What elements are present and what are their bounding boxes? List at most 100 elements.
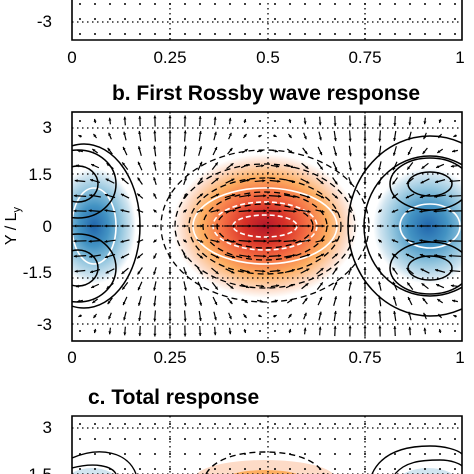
vector-arrowhead — [378, 138, 382, 142]
vector-arrowhead — [392, 281, 396, 285]
vector-arrowhead — [288, 134, 292, 139]
vector-arrowhead — [273, 134, 277, 137]
vector-arrowhead — [304, 150, 308, 155]
vector-arrowhead — [303, 312, 307, 316]
vector-dot — [424, 33, 426, 35]
vector-arrowhead — [183, 255, 187, 259]
vector-dot — [109, 438, 111, 440]
vector-arrowhead — [200, 239, 204, 243]
vector-arrowhead — [183, 209, 187, 213]
vector-arrowhead — [319, 166, 323, 170]
vector-arrowhead — [293, 209, 297, 213]
vector-dot — [139, 423, 141, 425]
vector-dot — [169, 225, 171, 227]
vector-arrowhead — [106, 163, 110, 167]
vector-arrowhead — [93, 133, 97, 138]
vector-arrowhead — [348, 281, 352, 285]
vector-arrowhead — [92, 149, 96, 152]
vector-arrowhead — [246, 270, 250, 274]
vector-arrowhead — [137, 193, 141, 197]
vector-arrowhead — [107, 147, 111, 152]
vector-arrowhead — [122, 286, 126, 290]
vector-dot — [244, 468, 246, 470]
vector-dot — [334, 423, 336, 425]
vector-arrowhead — [259, 149, 263, 153]
vector-arrowhead — [73, 254, 77, 258]
vector-arrowhead — [276, 164, 280, 168]
vector-arrowhead — [405, 224, 409, 228]
vector-arrowhead — [90, 178, 94, 182]
vector-arrowhead — [183, 224, 187, 228]
vector-arrowhead — [229, 147, 233, 152]
vector-arrowhead — [137, 255, 141, 259]
vector-arrowhead — [276, 284, 280, 288]
vector-dot — [424, 423, 426, 425]
vector-arrowhead — [168, 209, 172, 213]
vector-arrowhead — [348, 310, 352, 314]
vector-arrowhead — [348, 167, 352, 171]
vector-dot — [109, 468, 111, 470]
vector-arrowhead — [232, 224, 236, 228]
vector-arrowhead — [230, 163, 234, 167]
vector-arrowhead — [391, 209, 395, 213]
vector-arrowhead — [436, 284, 440, 287]
vector-arrowhead — [392, 296, 396, 300]
vector-dot — [364, 423, 366, 425]
vector-dot — [94, 438, 96, 440]
vector-arrowhead — [243, 119, 247, 123]
vector-arrowhead — [106, 285, 110, 289]
vector-arrowhead — [378, 209, 382, 213]
vector-arrowhead — [78, 135, 82, 138]
vector-arrowhead — [153, 161, 157, 165]
vector-arrowhead — [89, 193, 93, 197]
panel-a-xtick-0: 0 — [67, 48, 76, 67]
vector-dot — [364, 438, 366, 440]
vector-dot — [304, 423, 306, 425]
vector-dot — [259, 330, 261, 332]
vector-arrowhead — [319, 151, 323, 156]
panel-b-contours — [72, 135, 462, 317]
vector-arrowhead — [136, 209, 141, 213]
vector-dot — [379, 423, 381, 425]
gridA-dotted-grid — [72, 0, 462, 40]
vector-arrowhead — [318, 311, 322, 315]
vector-arrowhead — [348, 195, 352, 199]
vector-dot — [154, 438, 156, 440]
vector-dot — [364, 468, 366, 470]
panel-b: b. First Rossby wave response — [3, 82, 465, 367]
vector-arrowhead — [108, 132, 112, 136]
panel-b-ylabel: Y / Ly — [3, 206, 23, 245]
vector-dot — [229, 33, 231, 35]
vector-arrowhead — [318, 122, 322, 126]
vector-dot — [304, 18, 306, 20]
vector-arrowhead — [230, 285, 234, 289]
panel-a-xtick-0-75: 0.75 — [348, 48, 381, 67]
vector-arrowhead — [333, 325, 337, 329]
vector-arrowhead — [92, 300, 96, 303]
panel-a-xtick-0-5: 0.5 — [256, 48, 280, 67]
vector-arrowhead — [228, 132, 232, 136]
vector-arrowhead — [243, 134, 247, 138]
vector-arrowhead — [306, 180, 310, 184]
vector-arrowhead — [408, 326, 412, 330]
vector-arrowhead — [348, 209, 352, 213]
panel-b-ytick-neg1-5: -1.5 — [23, 263, 52, 282]
vector-dot — [94, 423, 96, 425]
panel-b-xtick-1: 1 — [455, 348, 464, 367]
vector-arrowhead — [421, 165, 425, 169]
vector-arrowhead — [450, 284, 454, 288]
vector-dot — [214, 438, 216, 440]
vector-arrowhead — [318, 326, 322, 330]
vector-dot — [334, 438, 336, 440]
vector-dot — [454, 18, 456, 20]
vector-dot — [379, 438, 381, 440]
panel-a: -3 0 0.25 0.5 0.75 1 — [37, 0, 465, 67]
vector-dot — [94, 33, 96, 35]
vector-arrowhead — [448, 209, 452, 213]
vector-dot — [79, 453, 81, 455]
vector-arrowhead — [423, 327, 427, 331]
vector-arrowhead — [407, 166, 411, 170]
vector-arrowhead — [245, 285, 249, 288]
vector-dot — [184, 438, 186, 440]
vector-dot — [439, 3, 441, 5]
